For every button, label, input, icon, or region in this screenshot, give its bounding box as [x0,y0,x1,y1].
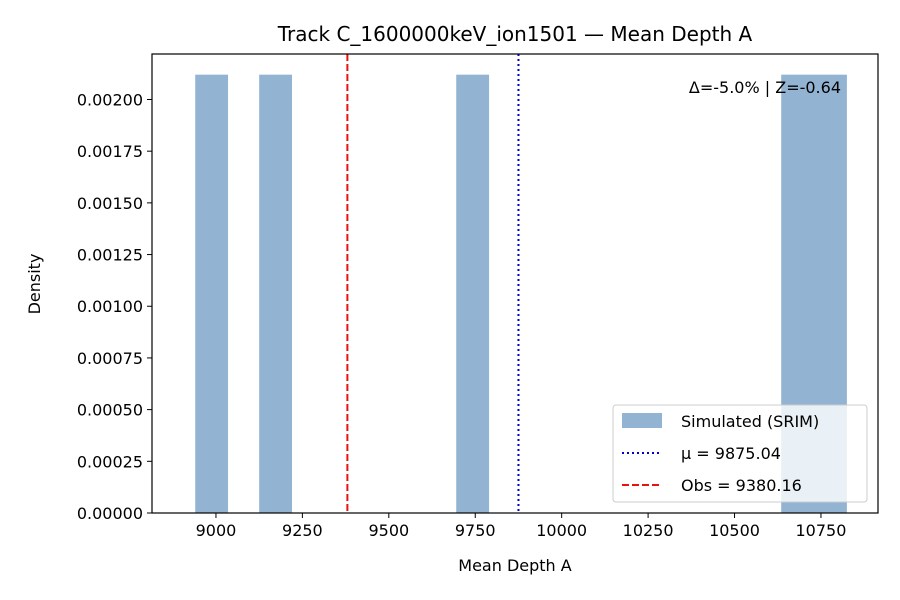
x-tick-label: 10250 [623,521,674,540]
x-tick-label: 10500 [709,521,760,540]
y-tick-label: 0.00200 [77,90,143,109]
y-axis-ticks: 0.00000 0.00025 0.00050 0.00075 0.00100 0.001… [77,90,152,523]
y-tick-label: 0.00075 [77,349,143,368]
y-tick-label: 0.00050 [77,401,143,420]
x-tick-label: 9000 [196,521,237,540]
legend-swatch-simulated [622,413,662,428]
plot-frame [151,53,879,514]
y-tick-label: 0.00000 [77,504,143,523]
legend-label-observed: Obs = 9380.16 [681,476,802,495]
histogram-bar-0 [195,74,229,514]
x-tick-label: 9750 [455,521,496,540]
x-axis-title: Mean Depth A [458,556,572,575]
y-tick-label: 0.00025 [77,452,143,471]
legend: Simulated (SRIM) μ = 9875.04 Obs = 9380.… [612,404,868,503]
y-tick-label: 0.00100 [77,297,143,316]
stats-annotation: Δ=-5.0% | Z=-0.64 [689,78,841,97]
y-tick-label: 0.00175 [77,142,143,161]
y-tick-label: 0.00125 [77,246,143,265]
chart-title: Track C_1600000keV_ion1501 — Mean Depth … [277,22,753,46]
legend-box [612,404,868,503]
histogram-bar-2 [456,74,490,514]
y-tick-label: 0.00150 [77,194,143,213]
x-tick-label: 10000 [536,521,587,540]
legend-label-simulated: Simulated (SRIM) [681,412,819,431]
x-tick-label: 9500 [368,521,409,540]
histogram-bar-1 [259,74,293,514]
x-axis-ticks: 9000 9250 9500 9750 10000 10250 10500 10750 [196,513,847,540]
x-tick-label: 10750 [796,521,847,540]
y-axis-title: Density [25,254,44,315]
legend-label-mean: μ = 9875.04 [681,444,781,463]
reference-lines-layer [346,54,520,513]
x-tick-label: 9250 [282,521,323,540]
